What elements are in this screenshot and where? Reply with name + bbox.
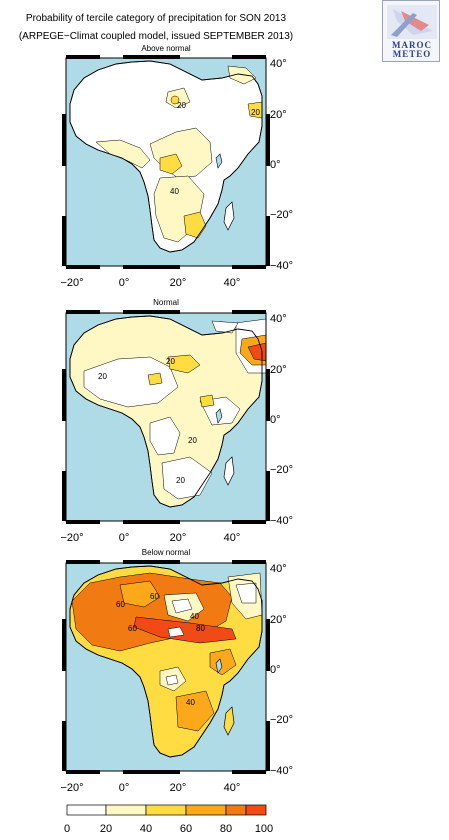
- colorbar-swatch: [245, 804, 267, 816]
- logo-graphic-icon: [387, 5, 437, 39]
- panel-title-below-normal: Below normal: [141, 548, 191, 557]
- lon-labels: −20° 0° 20° 40°: [60, 277, 240, 289]
- lat-labels: 40° 20° 0° −20° −40°: [270, 58, 293, 272]
- lake-victoria: [215, 153, 223, 169]
- contour-label: 40: [186, 698, 195, 707]
- lat-tick-label: 20°: [270, 614, 287, 626]
- lat-tick-label: 40°: [270, 58, 287, 70]
- colorbar-swatch: [66, 804, 107, 816]
- lon-tick-label: 20°: [170, 782, 187, 794]
- contour-region: [149, 416, 181, 456]
- colorbar-tick-label: 20: [100, 823, 112, 835]
- lat-tick-label: −20°: [270, 464, 293, 476]
- lat-tick-label: −20°: [270, 714, 293, 726]
- colorbar-swatch: [105, 804, 147, 816]
- contour-region: [167, 626, 185, 638]
- lon-tick-label: 40°: [224, 532, 241, 544]
- contour-label: 20: [251, 108, 260, 117]
- maroc-meteo-logo: MAROC METEO: [382, 0, 440, 62]
- colorbar-swatch: [145, 804, 187, 816]
- contour-region: [171, 598, 193, 614]
- madagascar: [223, 456, 235, 486]
- madagascar: [223, 201, 235, 231]
- lon-tick-label: −20°: [60, 782, 83, 794]
- lat-tick-label: −40°: [270, 260, 293, 272]
- contour-region: [159, 153, 183, 175]
- lon-labels: −20° 0° 20° 40°: [60, 532, 240, 544]
- lon-tick-label: 0°: [119, 277, 130, 289]
- figure-subtitle: (ARPEGE−Climat coupled model, issued SEP…: [18, 31, 294, 42]
- lat-tick-label: 20°: [270, 364, 287, 376]
- colorbar: 0 20 40 60 80 100: [64, 804, 273, 835]
- lat-tick-label: 0°: [270, 664, 281, 676]
- contour-region: [119, 580, 161, 608]
- colorbar-tick-label: 80: [220, 823, 232, 835]
- contour-region: [175, 690, 215, 732]
- lon-tick-label: 20°: [170, 532, 187, 544]
- contour-region: [167, 354, 201, 374]
- frame-ticks: [62, 310, 270, 524]
- lon-tick-label: 0°: [119, 782, 130, 794]
- contour-label: 60: [150, 592, 159, 601]
- contour-region: [209, 648, 237, 676]
- frame-ticks: [62, 560, 270, 774]
- lat-tick-label: −20°: [270, 209, 293, 221]
- lon-tick-label: 20°: [170, 277, 187, 289]
- contour-region: [235, 582, 257, 604]
- contour-label: 40: [190, 612, 199, 621]
- lat-tick-label: 40°: [270, 313, 287, 325]
- lon-labels: −20° 0° 20° 40°: [60, 782, 240, 794]
- lat-tick-label: 0°: [270, 414, 281, 426]
- lake-victoria: [215, 658, 223, 674]
- colorbar-tick-label: 60: [180, 823, 192, 835]
- contour-label: 20: [98, 372, 107, 381]
- colorbar-swatch: [225, 804, 247, 816]
- contour-region: [211, 320, 239, 334]
- lake-victoria: [215, 408, 223, 424]
- figure-title: Probability of tercile category of preci…: [25, 13, 287, 24]
- contour-label: 60: [116, 600, 125, 609]
- panel-title-above-normal: Above normal: [141, 44, 191, 53]
- contour-region: [83, 356, 179, 408]
- colorbar-tick-label: 40: [140, 823, 152, 835]
- lat-labels: 40° 20° 0° −20° −40°: [270, 313, 293, 527]
- contour-label: 20: [176, 476, 185, 485]
- colorbar-tick-label: 0: [64, 823, 70, 835]
- lon-tick-label: 40°: [224, 782, 241, 794]
- contour-label: 60: [128, 624, 137, 633]
- map-panel-above-normal: 20 20 40 40° 20° 0° −20° −40° −20° 0°: [60, 55, 293, 289]
- contour-label: 20: [166, 357, 175, 366]
- panel-title-normal: Normal: [153, 298, 179, 307]
- contour-region: [147, 372, 163, 386]
- frame-ticks: [62, 55, 270, 269]
- lat-tick-label: 0°: [270, 159, 281, 171]
- colorbar-swatch: [185, 804, 227, 816]
- madagascar: [223, 706, 235, 736]
- lon-tick-label: 0°: [119, 532, 130, 544]
- lat-tick-label: 20°: [270, 109, 287, 121]
- lon-tick-label: −20°: [60, 532, 83, 544]
- lat-labels: 40° 20° 0° −20° −40°: [270, 563, 293, 777]
- contour-region: [199, 394, 215, 408]
- contour-label: 20: [177, 101, 186, 110]
- logo-text: MAROC METEO: [392, 40, 432, 59]
- lat-tick-label: −40°: [270, 515, 293, 527]
- lat-tick-label: 40°: [270, 563, 287, 575]
- map-panel-normal: 20 20 20 20 40° 20° 0° −20° −40° −20°: [60, 310, 293, 544]
- map-panel-below-normal: 60 60 40 60 80 40 40° 20° 0° −20° −40°: [60, 560, 293, 794]
- lon-tick-label: −20°: [60, 277, 83, 289]
- contour-region: [165, 674, 179, 686]
- contour-label: 20: [188, 436, 197, 445]
- contour-region: [133, 616, 237, 644]
- lon-tick-label: 40°: [224, 277, 241, 289]
- contour-label: 80: [196, 624, 205, 633]
- colorbar-tick-label: 100: [255, 823, 273, 835]
- contour-region: [170, 95, 180, 105]
- contour-label: 40: [170, 187, 179, 196]
- lat-tick-label: −40°: [270, 765, 293, 777]
